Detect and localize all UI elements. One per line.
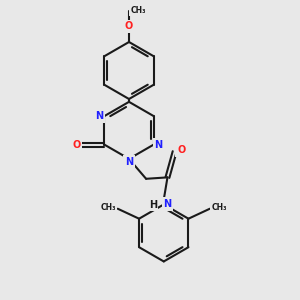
Text: N: N [163, 199, 171, 209]
Text: O: O [177, 145, 185, 155]
Text: H: H [149, 200, 158, 210]
Text: CH₃: CH₃ [211, 203, 227, 212]
Text: CH₃: CH₃ [101, 203, 116, 212]
Text: N: N [125, 157, 133, 167]
Text: O: O [72, 140, 80, 150]
Text: N: N [154, 140, 163, 150]
Text: CH₃: CH₃ [130, 6, 146, 15]
Text: O: O [125, 21, 133, 31]
Text: N: N [95, 111, 104, 121]
